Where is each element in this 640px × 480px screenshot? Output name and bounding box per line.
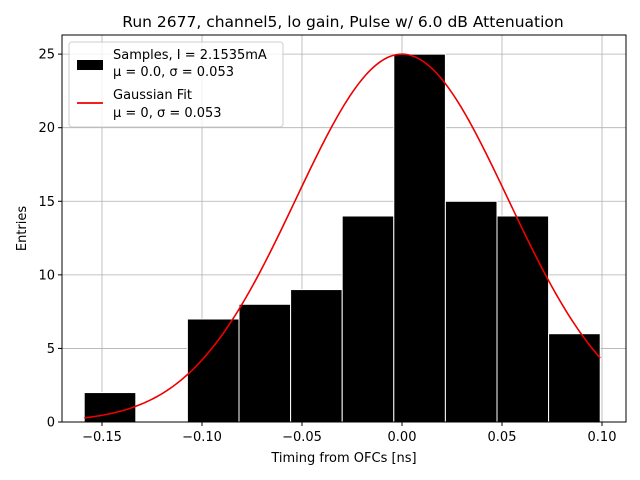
x-tick-label: −0.05 [282, 430, 322, 445]
y-tick-label: 20 [38, 121, 55, 136]
y-tick-label: 25 [38, 48, 55, 63]
histogram-bar [341, 215, 395, 423]
y-tick-label: 5 [47, 342, 55, 357]
plot-frame [61, 34, 627, 423]
histogram-bar [548, 333, 601, 423]
histogram-bar [186, 318, 240, 423]
legend-fit-params: μ = 0, σ = 0.053 [113, 106, 222, 121]
histogram-bar [393, 53, 446, 423]
histogram-bar [290, 289, 343, 423]
legend-box [68, 41, 284, 128]
legend-samples-params: μ = 0.0, σ = 0.053 [113, 65, 234, 80]
legend-samples-swatch [77, 60, 103, 70]
x-tick-label: 0.05 [488, 430, 517, 445]
histogram-bar [238, 303, 292, 423]
y-tick-label: 15 [38, 195, 55, 210]
x-axis-ticks: −0.15 −0.10 −0.05 0.00 0.05 0.10 [82, 422, 616, 445]
gaussian-fit-curve [84, 53, 601, 419]
histogram-bar [444, 200, 498, 423]
legend-samples-label: Samples, I = 2.1535mA [113, 48, 267, 63]
histogram-bars [83, 53, 601, 423]
histogram-bar [496, 215, 550, 423]
y-tick-label: 10 [38, 268, 55, 283]
chart-title: Run 2677, channel5, lo gain, Pulse w/ 6.… [122, 13, 563, 31]
y-axis-label: Entries [15, 206, 30, 252]
y-axis-ticks: 0 5 10 15 20 25 [38, 48, 62, 431]
fit-line [84, 53, 601, 419]
x-tick-label: 0.00 [388, 430, 417, 445]
x-axis-label: Timing from OFCs [ns] [270, 451, 416, 466]
legend: Samples, I = 2.1535mA μ = 0.0, σ = 0.053… [68, 41, 284, 128]
y-tick-label: 0 [47, 416, 55, 431]
x-tick-label: −0.15 [82, 430, 122, 445]
legend-fit-label: Gaussian Fit [113, 88, 192, 103]
x-tick-label: −0.10 [182, 430, 222, 445]
x-tick-label: 0.10 [588, 430, 617, 445]
